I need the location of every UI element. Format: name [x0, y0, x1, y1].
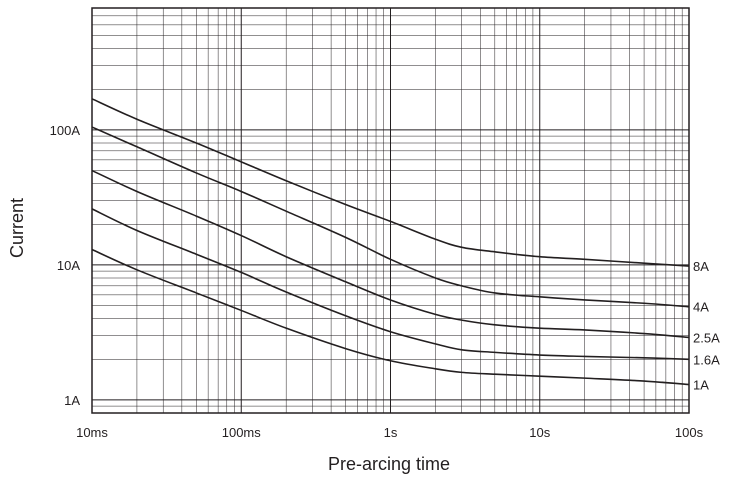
grid — [92, 8, 689, 413]
series-label-2.5A: 2.5A — [693, 330, 720, 345]
y-tick-label: 100A — [50, 123, 81, 138]
x-tick-label: 1s — [384, 425, 398, 440]
plot-frame — [91, 7, 690, 414]
y-tick-label: 1A — [64, 393, 80, 408]
curve-8A — [91, 98, 690, 267]
series-label-1.6A: 1.6A — [693, 352, 720, 367]
y-tick-labels: 1A 10A 100A — [50, 123, 81, 408]
x-tick-label: 10ms — [76, 425, 108, 440]
x-tick-label: 10s — [529, 425, 550, 440]
y-tick-label: 10A — [57, 258, 80, 273]
series-label-1A: 1A — [693, 378, 709, 393]
y-axis-title: Current — [7, 198, 27, 258]
curve-4A — [91, 126, 690, 308]
curve-2.5A — [91, 169, 690, 339]
x-tick-label: 100s — [675, 425, 704, 440]
curve-1A — [91, 248, 690, 386]
series-labels: 8A 4A 2.5A 1.6A 1A — [693, 259, 720, 392]
curve-1.6A — [91, 208, 690, 361]
series-label-4A: 4A — [693, 300, 709, 315]
series-label-8A: 8A — [693, 259, 709, 274]
curves — [91, 98, 690, 386]
x-tick-label: 100ms — [222, 425, 262, 440]
x-tick-labels: 10ms 100ms 1s 10s 100s — [76, 425, 703, 440]
x-axis-title: Pre-arcing time — [328, 454, 450, 474]
